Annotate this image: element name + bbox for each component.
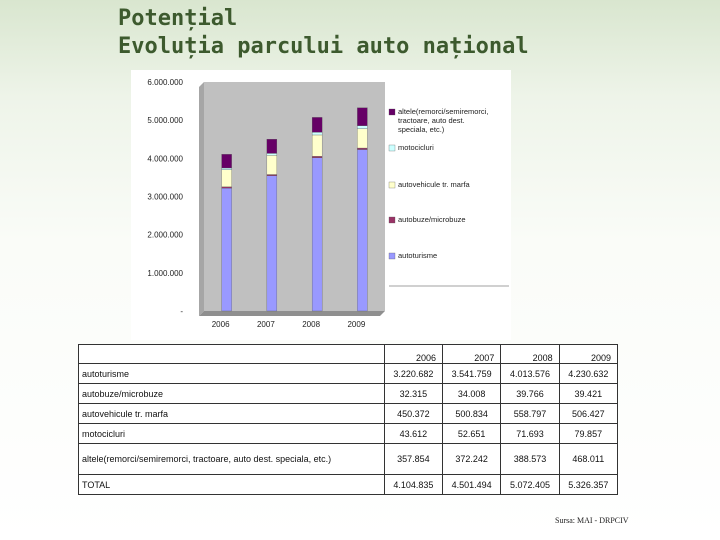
plot-side-wall	[199, 82, 204, 316]
legend-swatch	[388, 181, 396, 189]
table-cell: 5.072.405	[500, 474, 560, 495]
legend-label: autovehicule tr. marfa	[398, 180, 471, 189]
table-cell: 71.693	[500, 423, 560, 444]
table-cell: 4.104.835	[383, 474, 444, 495]
bar-segment	[357, 107, 368, 126]
bar-segment	[357, 149, 368, 312]
table-row: motocicluri 43.612 52.651 71.693 79.857	[78, 423, 619, 444]
bar-segment	[357, 125, 368, 129]
bar-segment	[266, 155, 278, 175]
stacked-bar-chart: 6.000.000 5.000.000 4.000.000 3.000.000 2.00…	[147, 78, 509, 329]
table-cell: 388.573	[500, 443, 560, 475]
table-cell: 4.013.576	[500, 363, 560, 384]
table-cell: 506.427	[558, 403, 619, 424]
table-cell: 79.857	[558, 423, 619, 444]
table-cell: 52.651	[442, 423, 502, 444]
slide-subtitle: Evoluția parcului auto național	[118, 34, 529, 59]
x-tick-label: 2006	[212, 320, 230, 329]
table-cell: 34.008	[442, 383, 502, 404]
legend-label: motocicluri	[398, 143, 434, 152]
legend-swatch	[388, 144, 396, 152]
table-cell: 39.421	[558, 383, 619, 404]
slide-title: Potențial	[118, 6, 238, 31]
row-label: autoturisme	[78, 363, 385, 384]
legend-label: tractoare, auto dest.	[398, 116, 465, 125]
bar-segment	[311, 157, 323, 312]
bar-segment	[266, 174, 278, 176]
table-cell: 4.501.494	[442, 474, 502, 495]
table-cell: 558.797	[500, 403, 560, 424]
row-label: altele(remorci/semiremorci, tractoare, a…	[78, 443, 385, 475]
x-tick-label: 2009	[347, 320, 365, 329]
y-tick-label: 4.000.000	[147, 154, 183, 163]
bar-segment	[221, 186, 232, 189]
plot-floor	[199, 311, 385, 316]
table-cell: 39.766	[500, 383, 560, 404]
table-header-row: 2006 2007 2008 2009	[78, 344, 619, 364]
legend-label: speciala, etc.)	[398, 125, 445, 134]
bar-segment	[357, 128, 368, 149]
row-label: autobuze/microbuze	[78, 383, 385, 404]
y-tick-label: 6.000.000	[147, 78, 183, 87]
table-cell: 468.011	[558, 443, 619, 475]
table-header-cell	[78, 344, 385, 364]
y-tick-label: 5.000.000	[147, 116, 183, 125]
row-label: autovehicule tr. marfa	[78, 403, 385, 424]
bar-segment	[266, 175, 278, 312]
table-row: altele(remorci/semiremorci, tractoare, a…	[78, 443, 619, 475]
legend-swatch	[388, 108, 396, 116]
y-tick-label: 1.000.000	[147, 269, 183, 278]
legend-swatch	[388, 252, 396, 260]
bar-segment	[311, 134, 323, 157]
bar-segment	[221, 167, 232, 170]
x-tick-label: 2008	[302, 320, 320, 329]
table-cell: 43.612	[383, 423, 444, 444]
legend-swatch	[388, 216, 396, 224]
legend-label: altele(remorci/semiremorci,	[398, 107, 488, 116]
bar-segment	[311, 156, 323, 158]
table-header-cell: 2006	[383, 344, 444, 364]
table-cell: 4.230.632	[558, 363, 619, 384]
table-cell: 32.315	[383, 383, 444, 404]
plot-area	[204, 82, 385, 311]
x-tick-label: 2007	[257, 320, 275, 329]
bar-segment	[221, 187, 232, 312]
table-cell: 500.834	[442, 403, 502, 424]
y-tick-label: 3.000.000	[147, 193, 183, 202]
legend-label: autobuze/microbuze	[398, 215, 466, 224]
chart-container: 6.000.000 5.000.000 4.000.000 3.000.000 2.00…	[131, 70, 511, 340]
bar-segment	[357, 147, 368, 150]
row-label: motocicluri	[78, 423, 385, 444]
y-tick-label: -	[180, 307, 183, 316]
bar-segment	[311, 117, 323, 133]
table-row: autoturisme 3.220.682 3.541.759 4.013.57…	[78, 363, 619, 384]
legend-label: autoturisme	[398, 251, 437, 260]
data-table: 2006 2007 2008 2009 autoturisme 3.220.68…	[78, 344, 619, 495]
table-cell: 372.242	[442, 443, 502, 475]
bar-segment	[221, 169, 232, 187]
table-cell: 450.372	[383, 403, 444, 424]
source-note: Sursa: MAI - DRPCIV	[555, 516, 629, 525]
table-cell: 5.326.357	[558, 474, 619, 495]
table-header-cell: 2009	[558, 344, 619, 364]
bar-segment	[266, 153, 278, 156]
table-row: autovehicule tr. marfa 450.372 500.834 5…	[78, 403, 619, 424]
table-row: autobuze/microbuze 32.315 34.008 39.766 …	[78, 383, 619, 404]
table-header-cell: 2007	[442, 344, 502, 364]
y-tick-label: 2.000.000	[147, 231, 183, 240]
row-label: TOTAL	[78, 474, 385, 495]
table-header-cell: 2008	[500, 344, 560, 364]
bar-segment	[311, 132, 323, 136]
table-cell: 3.220.682	[383, 363, 444, 384]
bar-segment	[266, 139, 278, 154]
table-row-total: TOTAL 4.104.835 4.501.494 5.072.405 5.32…	[78, 474, 619, 495]
bar-segment	[221, 154, 232, 169]
table-cell: 3.541.759	[442, 363, 502, 384]
table-cell: 357.854	[383, 443, 444, 475]
